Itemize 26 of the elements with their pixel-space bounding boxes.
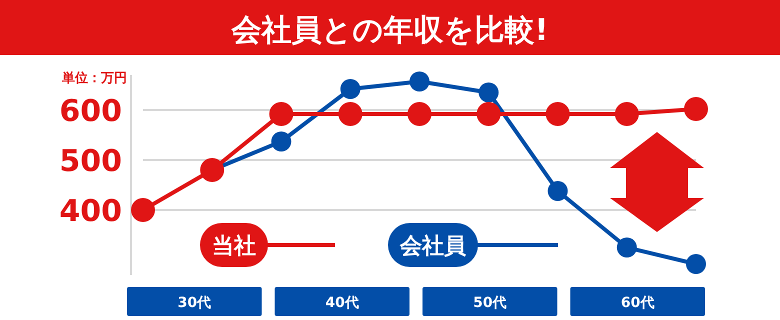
point	[616, 238, 637, 258]
point	[684, 97, 708, 121]
point	[408, 102, 432, 126]
point	[410, 72, 430, 92]
point	[686, 254, 706, 274]
point	[338, 102, 362, 126]
point	[269, 102, 294, 126]
legend-label: 当社	[212, 234, 256, 259]
y-tick-label: 400	[59, 194, 122, 229]
y-tick-label: 600	[59, 94, 122, 129]
point	[271, 132, 292, 152]
point	[546, 102, 570, 126]
text: 60代	[620, 295, 654, 311]
point	[548, 181, 568, 201]
text: 50代	[473, 295, 507, 311]
point	[131, 198, 155, 222]
y-tick-label: 500	[59, 144, 122, 179]
legend-label: 会社員	[399, 234, 466, 259]
point	[340, 79, 360, 99]
chart-title: 会社員との年収を比較!	[230, 13, 548, 48]
point	[478, 82, 499, 102]
y-axis-title: 単位：万円	[61, 71, 127, 86]
point	[614, 102, 639, 126]
point	[476, 102, 501, 126]
text: 40代	[325, 295, 359, 311]
text: 30代	[178, 295, 212, 311]
